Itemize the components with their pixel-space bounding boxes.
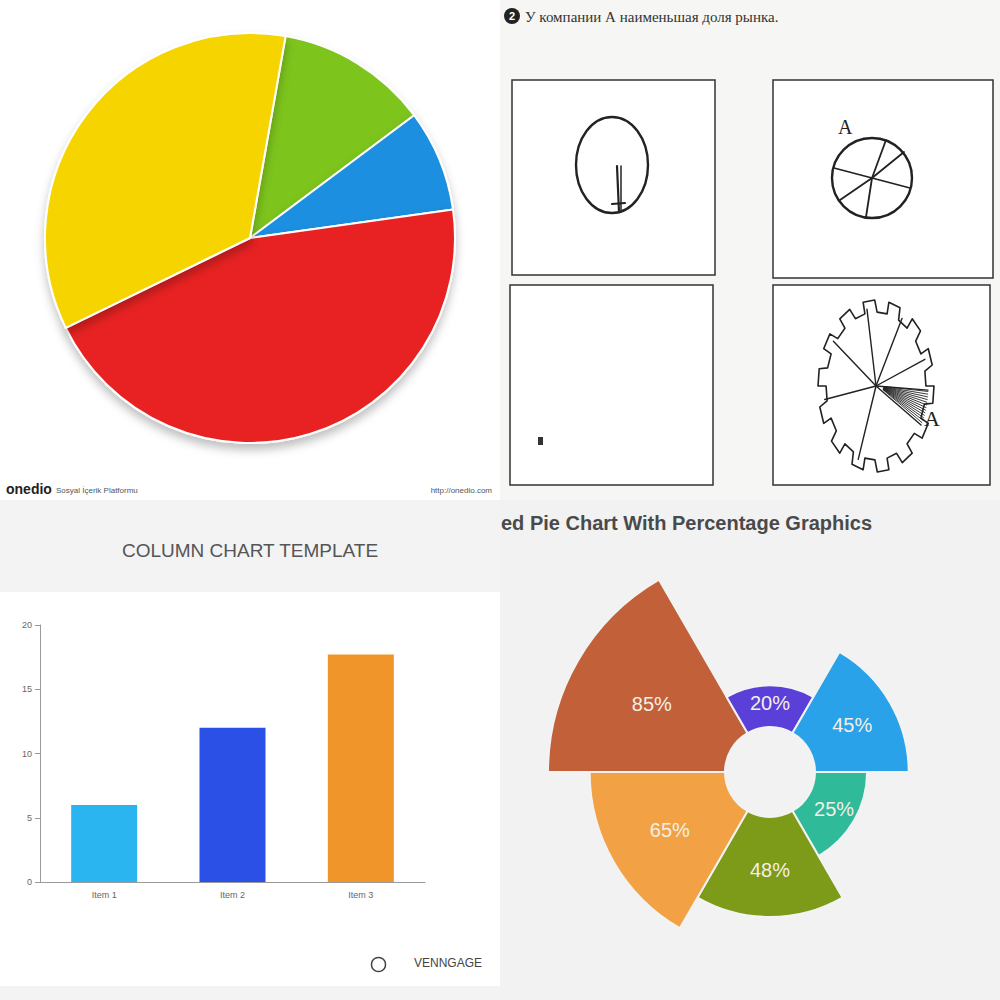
svg-text:10: 10 <box>22 749 32 759</box>
svg-text:У компании А наименьшая доля р: У компании А наименьшая доля рынка. <box>525 9 778 25</box>
svg-text:Sosyal İçerik Platformu: Sosyal İçerik Platformu <box>56 486 138 495</box>
svg-text:Item 2: Item 2 <box>220 890 245 900</box>
svg-text:VENNGAGE: VENNGAGE <box>414 956 482 970</box>
svg-text:65%: 65% <box>650 819 690 841</box>
svg-text:ed Pie Chart With Percentage G: ed Pie Chart With Percentage Graphics <box>501 512 872 534</box>
svg-text:A: A <box>924 406 940 431</box>
svg-text:2: 2 <box>509 10 515 22</box>
svg-text:25%: 25% <box>814 798 854 820</box>
svg-text:45%: 45% <box>832 714 872 736</box>
svg-text:http://onedio.com: http://onedio.com <box>431 486 493 495</box>
svg-text:onedio: onedio <box>6 481 52 497</box>
svg-text:Item 3: Item 3 <box>348 890 373 900</box>
svg-text:20%: 20% <box>750 692 790 714</box>
svg-text:48%: 48% <box>750 859 790 881</box>
svg-text:15: 15 <box>22 684 32 694</box>
svg-text:Item 1: Item 1 <box>92 890 117 900</box>
svg-text:A: A <box>838 116 853 138</box>
svg-text:COLUMN CHART TEMPLATE: COLUMN CHART TEMPLATE <box>122 540 378 561</box>
svg-text:0: 0 <box>27 877 32 887</box>
svg-text:5: 5 <box>27 813 32 823</box>
svg-text:85%: 85% <box>632 693 672 715</box>
svg-text:20: 20 <box>22 620 32 630</box>
